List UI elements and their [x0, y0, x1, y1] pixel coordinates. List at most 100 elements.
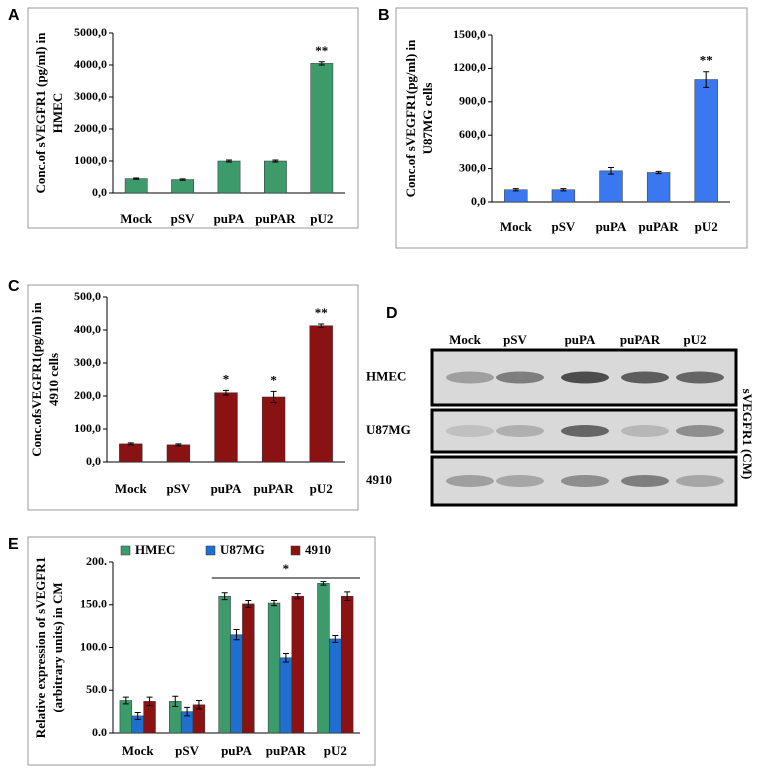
blot-column-label: puPA [565, 332, 596, 347]
bar [242, 603, 255, 734]
bar [599, 170, 623, 203]
blot-band [446, 371, 494, 384]
bar [310, 63, 334, 194]
error-bar [608, 166, 614, 175]
blot-band [621, 371, 669, 384]
blot-band [561, 371, 609, 384]
y-axis-label: Relative expression of sVEGFR1 [33, 557, 48, 738]
panel-frame [27, 7, 359, 229]
bar [551, 189, 576, 203]
legend-label: HMEC [135, 542, 175, 557]
x-tick-label: puPA [211, 481, 242, 496]
blot-row-label: 4910 [366, 472, 392, 487]
x-tick-label: Mock [500, 219, 533, 234]
panel-frame [395, 7, 748, 249]
panel-frame [27, 284, 359, 511]
panel-frame [27, 536, 376, 766]
blot-band [496, 475, 544, 487]
legend-swatch [205, 545, 216, 556]
blot-band [676, 371, 724, 384]
blot-band [676, 425, 724, 437]
bar [119, 700, 133, 734]
blot-band [446, 425, 494, 437]
x-tick-label: pU2 [695, 219, 718, 234]
significance-mark: * [283, 561, 290, 576]
blot-band [561, 475, 609, 487]
blot-band [676, 475, 724, 487]
error-bar [146, 696, 153, 707]
x-tick-label: puPA [221, 743, 252, 758]
error-bar [172, 695, 179, 707]
error-bar [175, 443, 182, 447]
blot-band [496, 371, 544, 384]
error-bar [344, 591, 351, 601]
error-bar [318, 323, 325, 328]
bar [264, 160, 287, 194]
bar [279, 657, 293, 734]
error-bar [122, 696, 129, 705]
error-bar [318, 61, 325, 66]
bar [646, 172, 671, 203]
error-bar [320, 581, 327, 586]
y-tick-label: 300,0 [74, 355, 101, 369]
bar [329, 638, 342, 734]
y-tick-label: 400,0 [74, 322, 101, 336]
y-tick-label: 0,0 [471, 194, 486, 208]
x-tick-label: puPA [596, 219, 627, 234]
bar [171, 179, 194, 194]
y-tick-label: 3000,0 [74, 89, 107, 103]
y-tick-label: 4000,0 [74, 57, 107, 71]
bar [217, 160, 241, 194]
error-bar [226, 159, 232, 163]
y-tick-label: 600,0 [459, 127, 486, 141]
y-tick-label: 900,0 [459, 94, 486, 108]
blot-band [446, 475, 494, 487]
error-bar [271, 599, 278, 607]
bar [214, 392, 238, 463]
error-bar [512, 188, 519, 192]
bar [309, 325, 333, 463]
panel-label: B [378, 7, 390, 24]
error-bar [127, 442, 134, 446]
error-bar [245, 599, 252, 608]
error-bar [272, 159, 279, 163]
error-bar [184, 706, 191, 717]
y-tick-label: 150.0 [80, 597, 107, 611]
y-tick-label: 0,0 [86, 454, 101, 468]
error-bar [560, 188, 567, 192]
y-tick-label: 500,0 [74, 289, 101, 303]
error-bar [282, 652, 289, 663]
significance-mark: * [223, 371, 230, 386]
error-bar [179, 178, 186, 181]
y-tick-label: 50.0 [86, 682, 107, 696]
significance-mark: ** [315, 305, 328, 320]
y-tick-label: 300,0 [459, 160, 486, 174]
bar [230, 634, 243, 734]
bar [124, 178, 148, 194]
x-tick-label: puPAR [638, 219, 679, 234]
bar [119, 443, 143, 463]
y-tick-label: 100.0 [80, 639, 107, 653]
error-bar [233, 629, 240, 641]
error-bar [134, 711, 141, 720]
y-axis-label: 4910 cells [46, 353, 61, 406]
significance-mark: ** [700, 53, 713, 68]
y-axis-label: Conc.of sVEGFR1 (pg/ml) in [33, 32, 48, 194]
error-bar [133, 177, 140, 180]
error-bar [655, 170, 662, 175]
bar [261, 396, 286, 463]
panel-label: D [386, 305, 398, 322]
bar [694, 79, 718, 203]
blot-band [621, 475, 669, 487]
blot-band [496, 425, 544, 437]
error-bar [294, 593, 301, 600]
x-tick-label: puPAR [255, 211, 296, 226]
y-axis-label: (arbitrary units) in CM [50, 582, 65, 712]
x-tick-label: pSV [175, 743, 199, 758]
x-tick-label: puPA [214, 211, 245, 226]
y-tick-label: 1200,0 [453, 60, 486, 74]
legend-swatch [120, 545, 131, 556]
bar [317, 583, 330, 734]
y-axis-label: Conc.of sVEGFR1(pg/ml) in [403, 39, 418, 198]
